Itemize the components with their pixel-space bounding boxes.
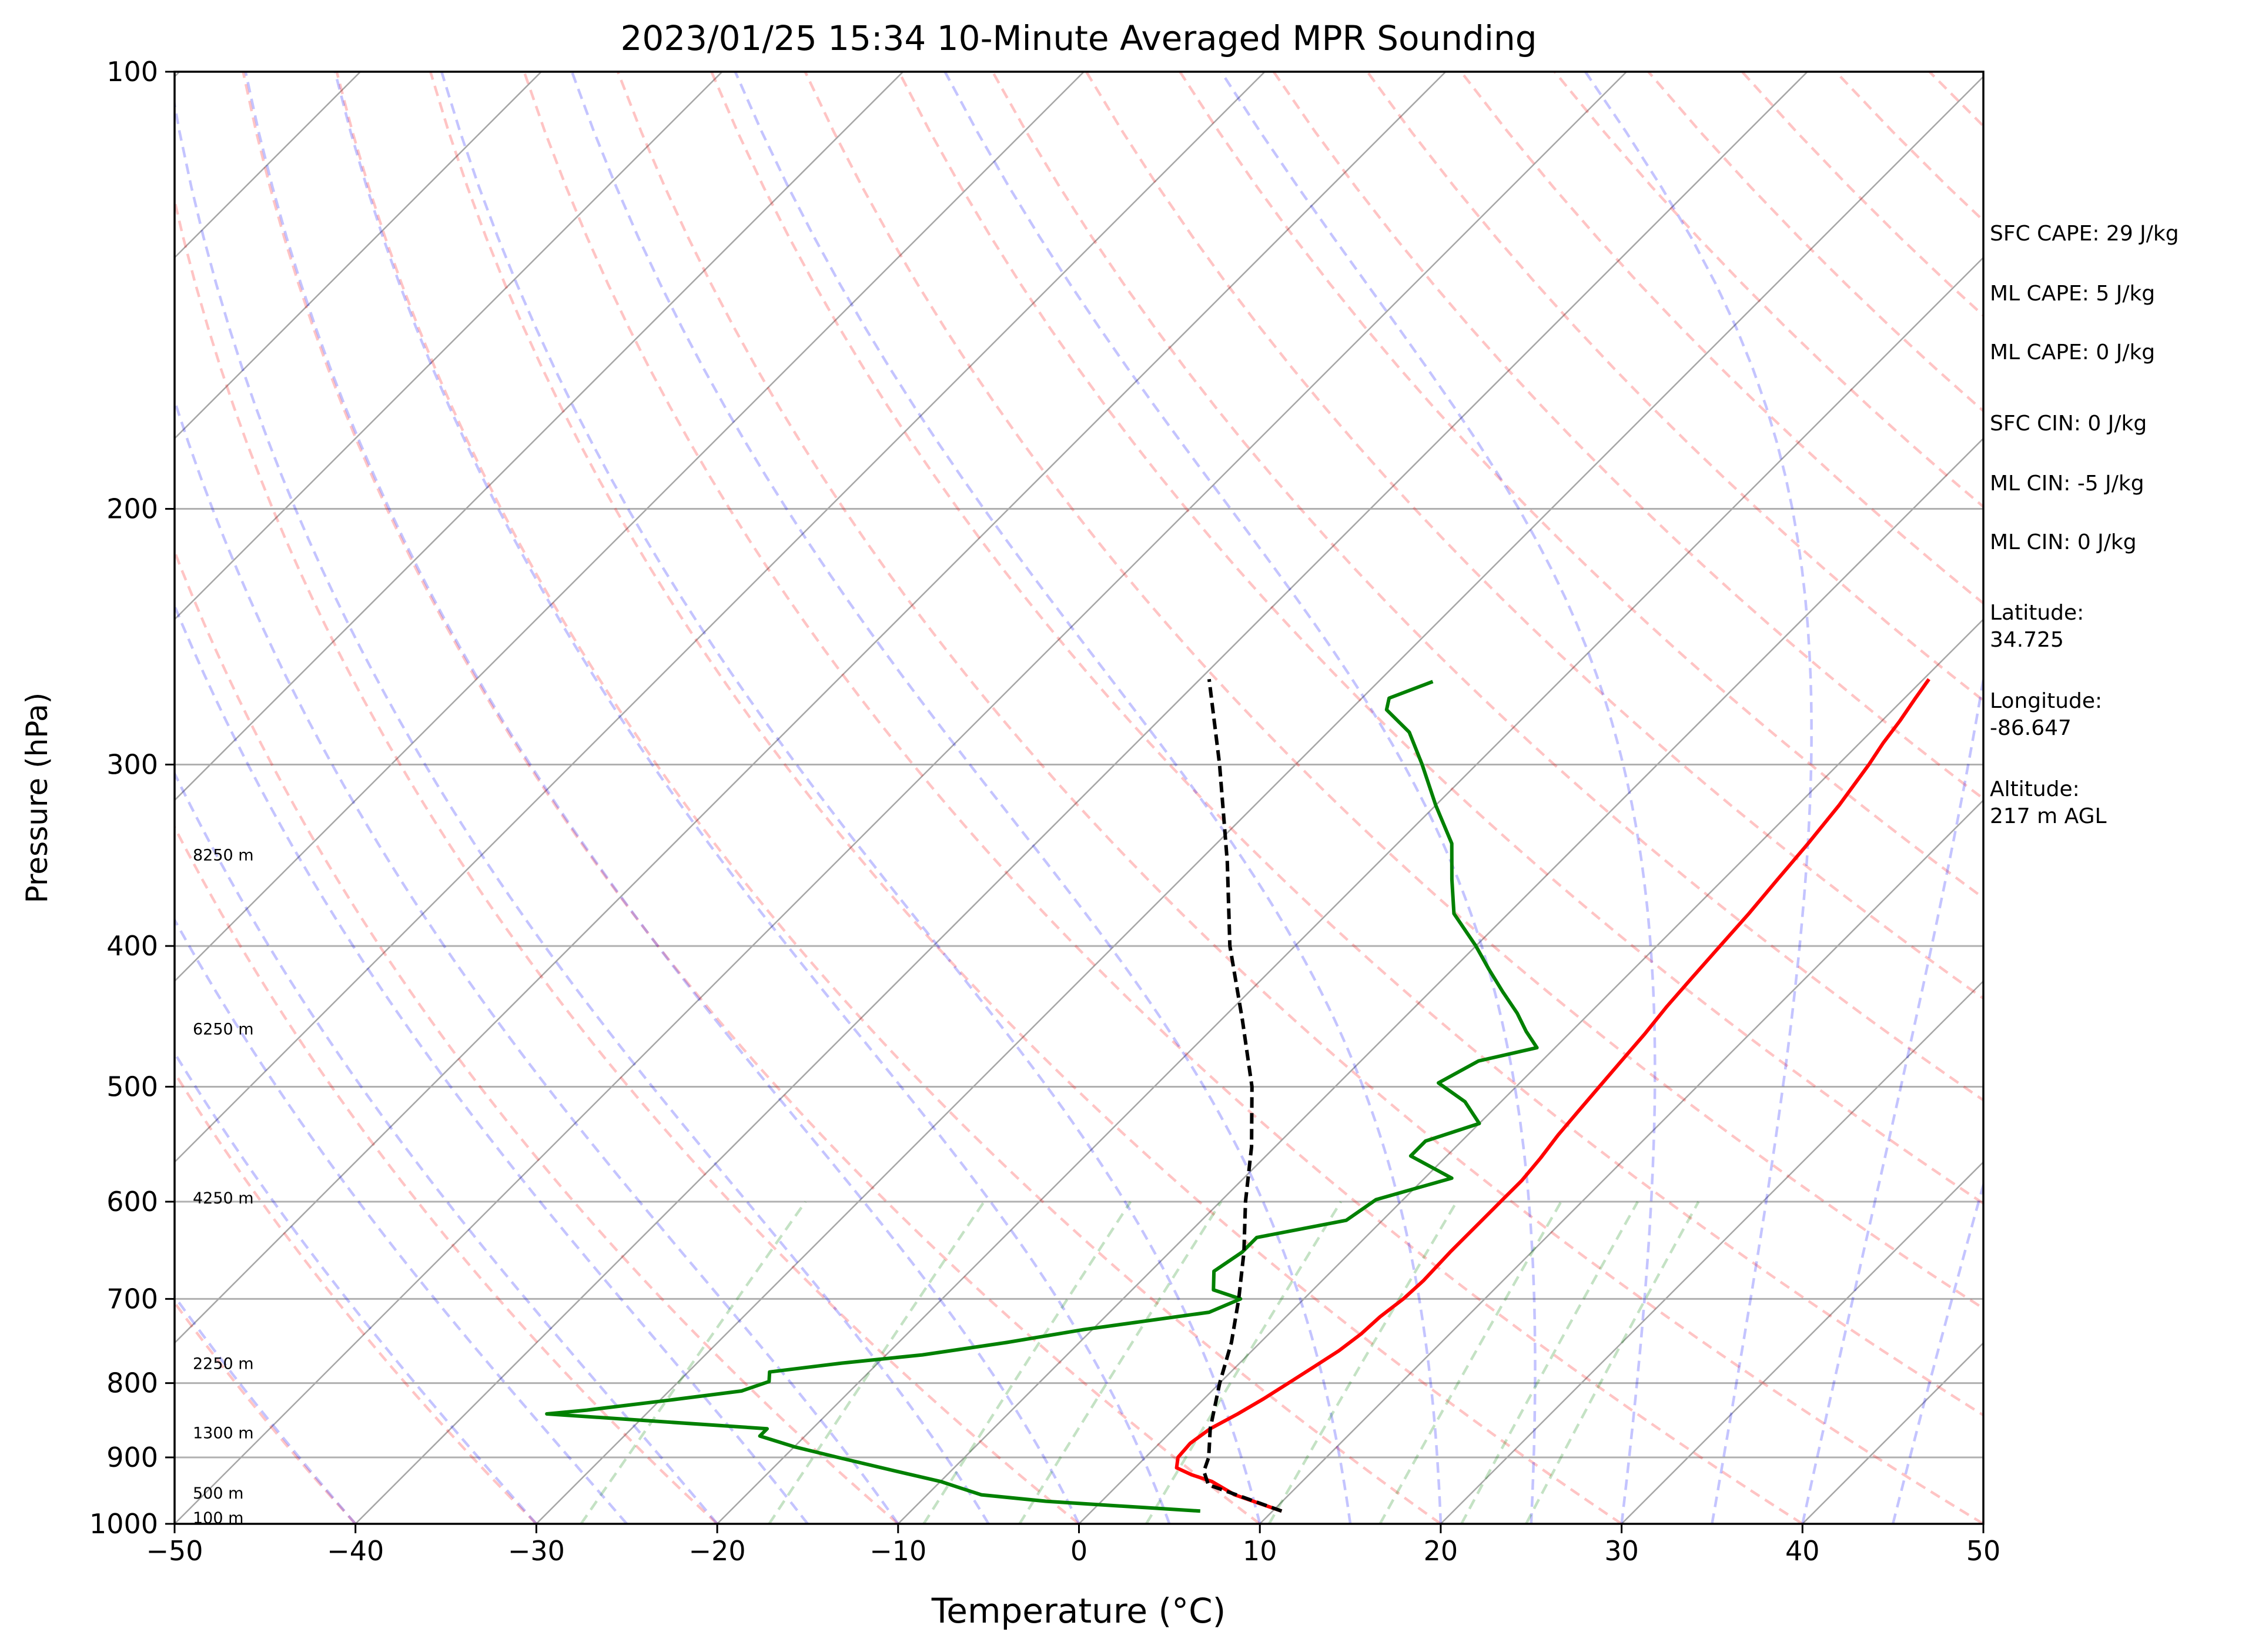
x-tick-label: 30 <box>1604 1535 1639 1567</box>
moist-adiabat <box>333 72 1171 1524</box>
parcel-path-line <box>1202 678 1283 1513</box>
moist-adiabat <box>244 72 1080 1524</box>
isotherm <box>1440 980 1983 1524</box>
isotherm <box>175 72 723 621</box>
moist-adiabat <box>570 72 1352 1524</box>
isotherm <box>717 256 1983 1524</box>
isotherm <box>354 72 1808 1524</box>
x-tick-label: −10 <box>869 1535 926 1567</box>
x-tick-label: 20 <box>1424 1535 1458 1567</box>
height-label: 2250 m <box>193 1355 254 1373</box>
moist-adiabat <box>734 72 1443 1524</box>
dry-adiabat <box>175 824 718 1524</box>
y-tick-label: 500 <box>106 1071 158 1102</box>
y-tick-label: 400 <box>106 930 158 962</box>
dry-adiabat <box>616 72 1983 1524</box>
y-tick-label: 1000 <box>89 1508 158 1540</box>
height-label: 6250 m <box>193 1021 254 1039</box>
height-label: 1300 m <box>193 1424 254 1442</box>
dry-adiabat <box>175 548 899 1524</box>
y-axis-label: Pressure (hPa) <box>20 693 54 904</box>
moist-adiabat <box>175 917 628 1524</box>
x-tick-label: −40 <box>327 1535 384 1567</box>
x-tick-label: 0 <box>1070 1535 1087 1567</box>
y-tick-label: 600 <box>106 1186 158 1218</box>
moist-adiabat <box>943 72 1537 1524</box>
dry-adiabat <box>175 1070 537 1524</box>
dry-adiabat <box>898 72 1983 1205</box>
height-label: 100 m <box>193 1509 243 1527</box>
isotherm <box>175 72 1085 982</box>
latitude-label: Latitude: 34.725 <box>1990 601 2084 652</box>
height-label: 4250 m <box>193 1189 254 1208</box>
y-tick-label: 800 <box>106 1367 158 1399</box>
moist-adiabat <box>1584 72 1813 1524</box>
x-tick-label: 40 <box>1785 1535 1820 1567</box>
ml-cape-label-2: ML CAPE: 0 J/kg <box>1990 340 2156 364</box>
height-label: 8250 m <box>193 847 254 865</box>
mixing-ratio-line <box>922 1200 1132 1524</box>
isotherm <box>175 72 1627 1524</box>
chart-title: 2023/01/25 15:34 10-Minute Averaged MPR … <box>620 18 1537 58</box>
isotherm <box>175 72 1266 1163</box>
isotherm <box>1078 618 1983 1524</box>
mixing-ratio-line <box>1267 1200 1458 1524</box>
temperature-line <box>1174 678 1930 1513</box>
y-tick-label: 200 <box>106 493 158 525</box>
isotherm <box>897 437 1983 1524</box>
mixing-ratio-line <box>1525 1200 1700 1524</box>
mixing-ratio-line <box>1378 1200 1562 1524</box>
moist-adiabat <box>1801 671 1983 1524</box>
mixing-ratio-line <box>768 1200 985 1524</box>
isotherm <box>1259 799 1983 1524</box>
mixing-ratio-line <box>1018 1200 1223 1524</box>
altitude-label: Altitude: 217 m AGL <box>1990 777 2107 828</box>
y-tick-label: 900 <box>106 1442 158 1473</box>
mixing-ratio-line <box>1145 1200 1343 1524</box>
dry-adiabat <box>429 72 1622 1524</box>
mixing-ratio-line <box>580 1200 807 1524</box>
moist-adiabat <box>175 97 990 1524</box>
ml-cape-label-1: ML CAPE: 5 J/kg <box>1990 282 2156 306</box>
dry-adiabat <box>710 72 1983 1417</box>
dry-adiabat <box>804 72 1983 1310</box>
dry-adiabat <box>523 72 1803 1524</box>
isotherm <box>175 72 904 801</box>
mixing-ratio-line <box>1460 1200 1639 1524</box>
y-tick-label: 100 <box>106 56 158 88</box>
isotherm <box>1621 1161 1983 1524</box>
moist-adiabat <box>175 1051 538 1524</box>
moist-adiabat <box>440 72 1261 1524</box>
ml-cin-label-2: ML CIN: 0 J/kg <box>1990 530 2137 554</box>
isotherm <box>536 75 1983 1524</box>
x-tick-label: 50 <box>1966 1535 2001 1567</box>
x-tick-label: −50 <box>146 1535 203 1567</box>
dewpoint-line <box>545 680 1539 1513</box>
dry-adiabat <box>242 72 1261 1524</box>
sfc-cin-label: SFC CIN: 0 J/kg <box>1990 412 2147 436</box>
longitude-label: Longitude: -86.647 <box>1990 689 2103 740</box>
dry-adiabat <box>335 72 1442 1524</box>
isotherm <box>175 72 542 440</box>
x-tick-label: −20 <box>689 1535 746 1567</box>
y-tick-label: 300 <box>106 748 158 780</box>
height-label: 500 m <box>193 1484 243 1503</box>
x-tick-label: 10 <box>1243 1535 1277 1567</box>
ml-cin-label-1: ML CIN: -5 J/kg <box>1990 471 2144 496</box>
x-tick-label: −30 <box>508 1535 565 1567</box>
y-tick-label: 700 <box>106 1283 158 1315</box>
dry-adiabat <box>175 195 1080 1524</box>
sfc-cape-label: SFC CAPE: 29 J/kg <box>1990 222 2179 246</box>
moist-adiabat <box>175 396 899 1524</box>
moist-adiabat <box>1220 72 1657 1524</box>
moist-adiabat <box>1892 1180 1983 1524</box>
x-axis-label: Temperature (°C) <box>931 1591 1226 1631</box>
isotherm <box>175 72 1447 1345</box>
dry-adiabat <box>991 72 1983 1102</box>
